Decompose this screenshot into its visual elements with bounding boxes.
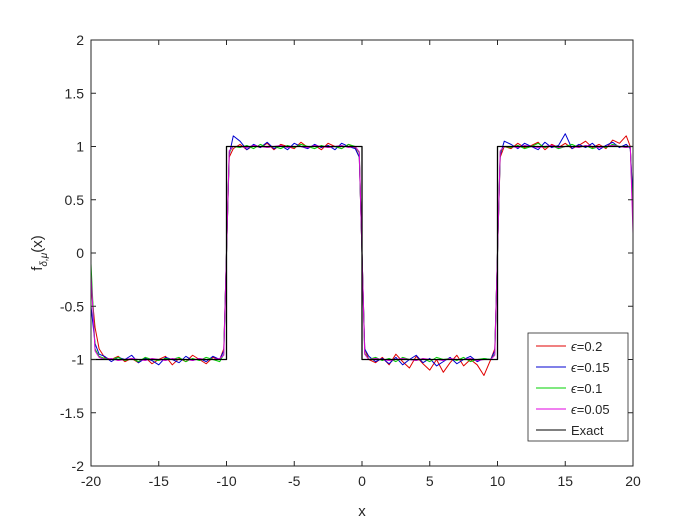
y-tick-label: -1 bbox=[72, 352, 85, 368]
legend-epsilon-symbol: ϵ bbox=[571, 339, 577, 354]
x-tick-label: -10 bbox=[216, 473, 236, 489]
y-tick-label: -0.5 bbox=[60, 298, 84, 314]
x-tick-label: 10 bbox=[490, 473, 506, 489]
legend-label: ϵ=0.2 bbox=[571, 339, 602, 354]
legend-value: =0.05 bbox=[577, 402, 610, 417]
legend-value: =0.2 bbox=[577, 339, 603, 354]
y-axis-label-suffix: (x) bbox=[29, 235, 46, 253]
x-tick-label: -20 bbox=[81, 473, 101, 489]
legend-label: Exact bbox=[571, 423, 604, 438]
x-tick-label: 5 bbox=[426, 473, 434, 489]
y-tick-label: 1 bbox=[76, 139, 84, 155]
x-tick-label: 20 bbox=[625, 473, 641, 489]
legend-label: ϵ=0.15 bbox=[571, 360, 610, 375]
y-axis-ticks: -2 -1.5 -1 -0.5 0 0.5 1 1.5 2 bbox=[60, 32, 633, 474]
x-tick-label: -5 bbox=[288, 473, 301, 489]
y-axis-label-main: f bbox=[29, 266, 46, 271]
y-tick-label: 0.5 bbox=[65, 192, 85, 208]
y-axis-label: fδ,μ(x) bbox=[29, 235, 50, 271]
x-axis-label: x bbox=[358, 503, 366, 520]
legend-label: ϵ=0.05 bbox=[571, 402, 610, 417]
legend-value: =0.15 bbox=[577, 360, 610, 375]
x-tick-label: 15 bbox=[557, 473, 573, 489]
y-tick-label: -1.5 bbox=[60, 405, 84, 421]
legend-label: ϵ=0.1 bbox=[571, 381, 602, 396]
legend-value: Exact bbox=[571, 423, 604, 438]
y-tick-label: -2 bbox=[72, 458, 85, 474]
x-tick-label: 0 bbox=[358, 473, 366, 489]
series-layer bbox=[90, 133, 634, 376]
svg-text:fδ,μ(x): fδ,μ(x) bbox=[29, 235, 50, 271]
legend-epsilon-symbol: ϵ bbox=[571, 360, 577, 375]
legend-value: =0.1 bbox=[577, 381, 603, 396]
series-line-exact bbox=[91, 145, 633, 361]
x-axis-ticks: -20 -15 -10 -5 0 5 10 15 20 bbox=[81, 40, 641, 489]
x-tick-label: -15 bbox=[149, 473, 169, 489]
legend-box bbox=[527, 332, 629, 442]
y-tick-label: 2 bbox=[76, 32, 84, 48]
legend-epsilon-symbol: ϵ bbox=[571, 381, 577, 396]
y-tick-label: 1.5 bbox=[65, 85, 85, 101]
y-tick-label: 0 bbox=[76, 245, 84, 261]
y-axis-label-subscript: δ,μ bbox=[39, 252, 50, 266]
legend-epsilon-symbol: ϵ bbox=[571, 402, 577, 417]
